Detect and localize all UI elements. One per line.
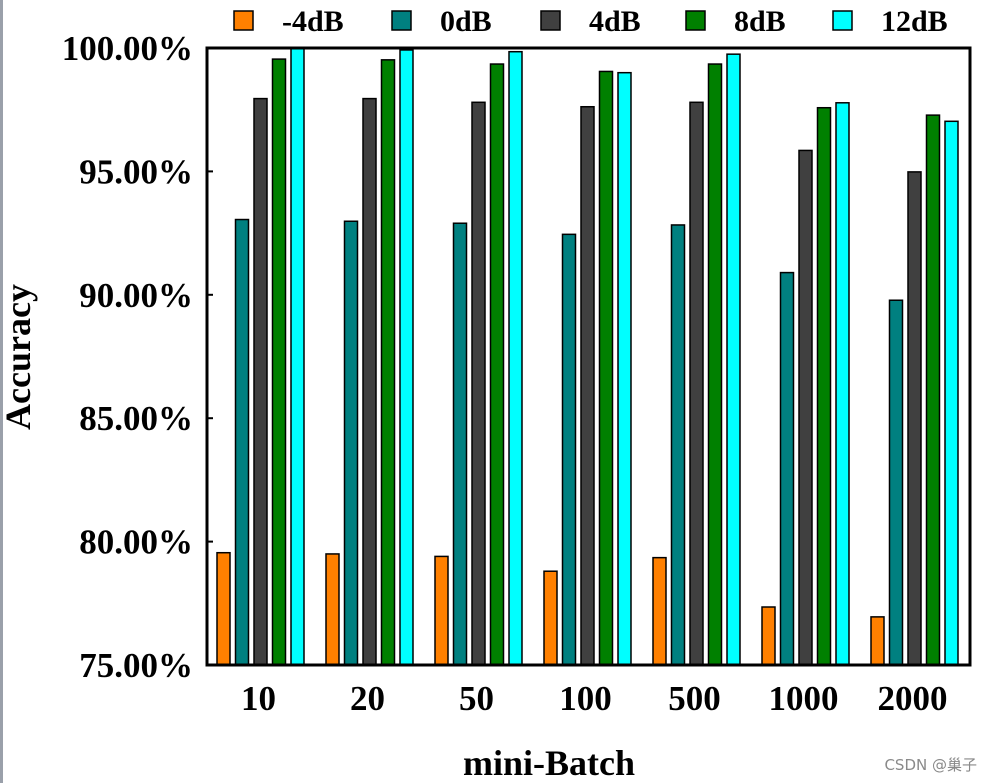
x-tick-label: 1000: [769, 679, 839, 718]
y-tick-label: 75.00%: [79, 646, 193, 685]
x-tick-label: 20: [350, 679, 385, 718]
bar-4dB-500: [652, 556, 667, 666]
legend-label: -4dB: [282, 5, 344, 38]
watermark: CSDN @巢子: [884, 756, 977, 774]
bar-4dB-10: [216, 551, 231, 666]
bar-4dB-50: [434, 555, 449, 666]
bar-4dB-100: [580, 105, 595, 666]
legend-swatch: [540, 10, 561, 31]
bar-8dB-2000: [925, 114, 941, 666]
bar-12dB-50: [508, 50, 523, 666]
bar-12dB-10: [290, 47, 305, 666]
x-tick-label: 50: [459, 679, 494, 718]
y-axis: 75.00% 80.00% 85.00% 90.00% 95.00% 100.00%: [62, 29, 213, 685]
bar-12dB-500: [726, 53, 741, 666]
bars-group: [216, 47, 959, 666]
bar-4dB-10: [253, 97, 268, 666]
bar-0dB-50: [452, 222, 468, 666]
x-axis-title: mini-Batch: [463, 743, 635, 783]
bar-0dB-2000: [888, 299, 904, 666]
bar-0dB-10: [234, 218, 250, 666]
bar-4dB-20: [362, 97, 377, 666]
legend-swatch: [685, 10, 706, 31]
y-tick-label: 80.00%: [79, 523, 193, 562]
legend-label: 12dB: [881, 5, 948, 38]
bar-4dB-1000: [798, 149, 813, 666]
legend-swatch: [832, 10, 853, 31]
bar-12dB-20: [399, 49, 414, 666]
bar-8dB-500: [707, 63, 723, 666]
plot-frame: [205, 46, 972, 667]
bar-12dB-2000: [944, 120, 959, 666]
y-tick-label: 100.00%: [62, 29, 193, 68]
x-tick-label: 10: [241, 679, 276, 718]
y-tick-label: 90.00%: [79, 276, 193, 315]
bar-8dB-20: [380, 59, 396, 666]
bar-0dB-20: [343, 220, 359, 666]
bar-0dB-500: [670, 224, 686, 666]
bar-8dB-50: [489, 63, 505, 666]
y-tick-label: 85.00%: [79, 399, 193, 438]
legend-label: 4dB: [589, 5, 641, 38]
bar-4dB-2000: [907, 171, 922, 666]
bar-4dB-50: [471, 101, 486, 666]
bar-8dB-100: [598, 70, 614, 666]
x-axis: 10 20 50 100 500 1000 2000: [241, 679, 948, 718]
window-left-border: [0, 0, 3, 783]
legend-swatch: [233, 10, 254, 31]
bar-4dB-20: [325, 553, 340, 666]
y-axis-title: Accuracy: [0, 284, 38, 430]
bar-8dB-1000: [816, 106, 832, 666]
legend-swatch: [391, 10, 412, 31]
bar-12dB-100: [617, 71, 632, 666]
x-tick-label: 100: [559, 679, 612, 718]
bar-4dB-100: [543, 570, 558, 666]
bar-12dB-1000: [835, 102, 850, 666]
bar-8dB-10: [271, 58, 287, 666]
bar-0dB-100: [561, 233, 577, 666]
bar-4dB-2000: [870, 616, 885, 666]
legend-label: 8dB: [734, 5, 786, 38]
bar-4dB-500: [689, 101, 704, 666]
legend: -4dB 0dB 4dB 8dB 12dB: [233, 5, 948, 38]
bar-4dB-1000: [761, 606, 776, 666]
x-tick-label: 2000: [878, 679, 948, 718]
y-tick-label: 95.00%: [79, 152, 193, 191]
x-tick-label: 500: [668, 679, 721, 718]
legend-label: 0dB: [440, 5, 492, 38]
bar-0dB-1000: [779, 271, 795, 666]
